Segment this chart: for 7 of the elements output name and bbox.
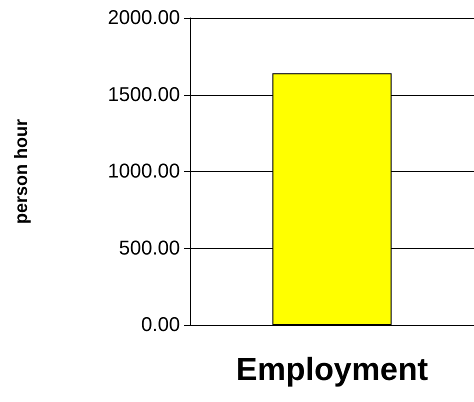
y-tick-label: 2000.00 xyxy=(108,7,180,29)
y-tick-label: 500.00 xyxy=(118,237,180,260)
y-axis-title: person hour xyxy=(11,118,31,224)
y-tick-label: 1500.00 xyxy=(108,84,180,106)
x-tick-label: Employment xyxy=(236,351,428,387)
y-tick-label: 0.00 xyxy=(141,314,180,336)
y-tick-label: 1000.00 xyxy=(108,160,180,182)
